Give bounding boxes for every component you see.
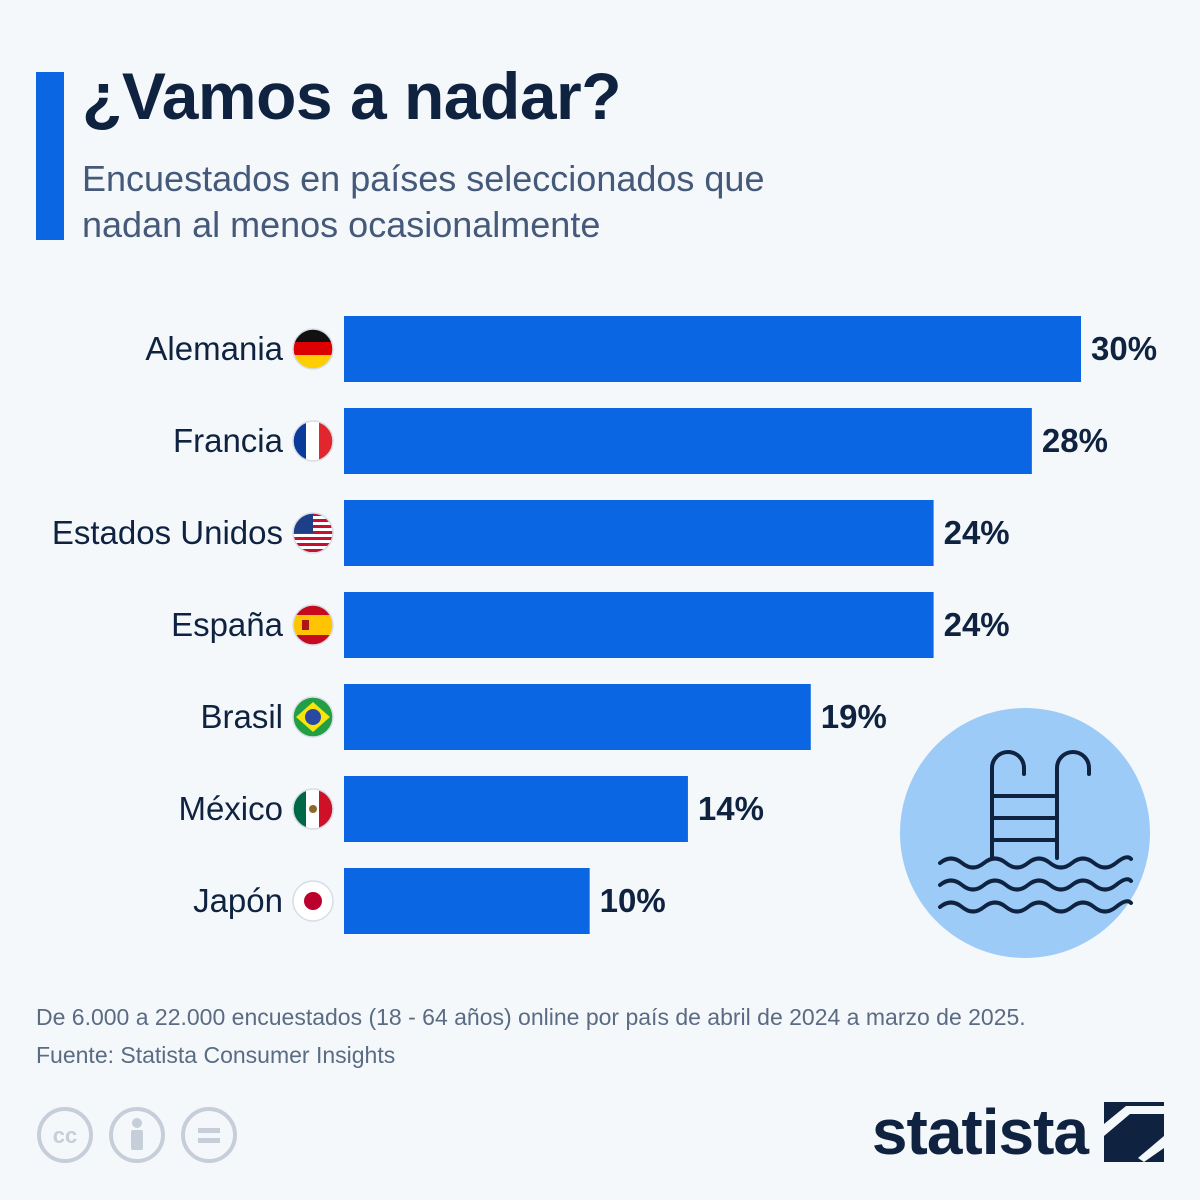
spain-flag-icon [292, 604, 334, 646]
statista-logo-icon [1104, 1102, 1164, 1162]
bar-chart: Alemania 30%Francia 28%Estados Unidos 24%Es… [52, 316, 1157, 934]
no-derivatives-icon[interactable] [180, 1106, 238, 1164]
bar [344, 408, 1032, 474]
statista-wordmark: statista [871, 1096, 1089, 1168]
category-label: España [171, 606, 284, 643]
bar-row: Francia 28% [173, 408, 1108, 474]
germany-flag-icon [292, 328, 334, 370]
value-label: 30% [1091, 330, 1157, 367]
brazil-flag-icon [292, 696, 334, 738]
france-flag-icon [292, 420, 334, 462]
license-icons: cc [36, 1106, 238, 1164]
survey-note: De 6.000 a 22.000 encuestados (18 - 64 a… [36, 1004, 1026, 1030]
bar-row: México 14% [178, 776, 764, 842]
value-label: 14% [698, 790, 764, 827]
creative-commons-icon[interactable]: cc [36, 1106, 94, 1164]
value-label: 24% [944, 514, 1010, 551]
value-label: 19% [821, 698, 887, 735]
bar [344, 684, 811, 750]
value-label: 10% [600, 882, 666, 919]
bar-row: Alemania 30% [145, 316, 1157, 382]
bar [344, 868, 590, 934]
category-label: Brasil [200, 698, 283, 735]
bar [344, 316, 1081, 382]
usa-flag-icon [292, 512, 334, 554]
mexico-flag-icon [292, 788, 334, 830]
value-label: 28% [1042, 422, 1108, 459]
statista-brand[interactable]: statista [872, 1096, 1164, 1168]
category-label: Francia [173, 422, 284, 459]
category-label: Estados Unidos [52, 514, 283, 551]
category-label: México [178, 790, 283, 827]
svg-text:cc: cc [53, 1123, 77, 1148]
bar [344, 592, 934, 658]
pool-ladder-icon [900, 708, 1150, 958]
category-label: Japón [193, 882, 283, 919]
title-accent-bar [36, 72, 64, 240]
chart-subtitle: Encuestados en países seleccionados que … [82, 158, 765, 245]
bar-row: Brasil 19% [200, 684, 887, 750]
category-label: Alemania [145, 330, 283, 367]
bar [344, 776, 688, 842]
footnote: De 6.000 a 22.000 encuestados (18 - 64 a… [36, 998, 1166, 1074]
bar-row: Japón 10% [193, 868, 666, 934]
japan-flag-icon [292, 880, 334, 922]
source-note: Fuente: Statista Consumer Insights [36, 1042, 396, 1068]
bar-row: España 24% [171, 592, 1010, 658]
value-label: 24% [944, 606, 1010, 643]
chart-title: ¿Vamos a nadar? [82, 59, 622, 133]
attribution-icon[interactable] [108, 1106, 166, 1164]
bar [344, 500, 934, 566]
bar-row: Estados Unidos 24% [52, 500, 1010, 566]
